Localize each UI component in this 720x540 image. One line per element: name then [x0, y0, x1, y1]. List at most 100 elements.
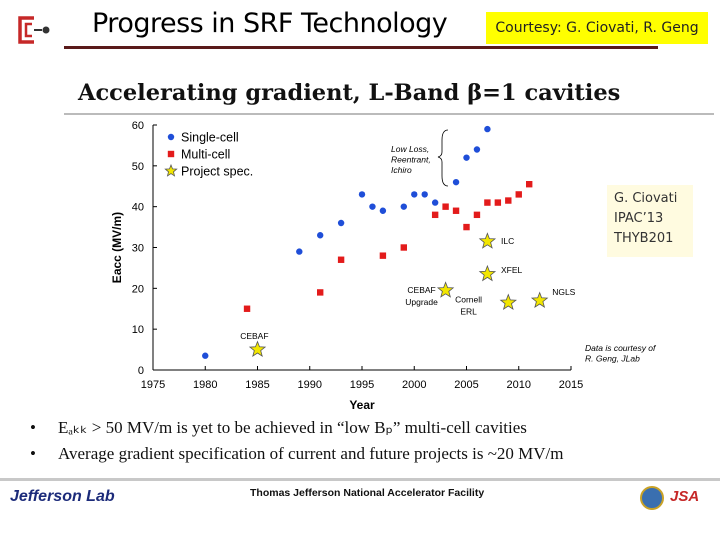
bullet-dot: •: [30, 444, 36, 463]
legend-label: Project spec.: [181, 165, 253, 179]
data-point-star: [436, 281, 455, 298]
point-annotation: Upgrade: [405, 297, 438, 307]
data-point-circle: [421, 191, 428, 198]
jlab-corner-logo: [18, 16, 50, 44]
bracket-note-line: Reentrant,: [391, 155, 431, 165]
point-annotation: ILC: [501, 236, 514, 246]
data-point-circle: [411, 191, 418, 198]
data-point-square: [243, 305, 251, 312]
data-point-star: [499, 293, 517, 311]
y-axis-title: Eacc (MV/m): [110, 212, 124, 283]
data-point-circle: [473, 146, 481, 153]
y-tick-label: 0: [138, 365, 144, 377]
legend-label: Multi-cell: [181, 148, 230, 162]
chart-heading: Accelerating gradient, L-Band β=1 caviti…: [78, 80, 621, 106]
y-tick-label: 50: [132, 161, 144, 173]
data-point-circle: [317, 232, 324, 239]
data-point-square: [515, 191, 522, 198]
chart-heading-divider: [64, 113, 714, 115]
data-point-circle: [358, 191, 366, 198]
data-point-circle: [337, 219, 345, 227]
title-divider: [64, 46, 658, 49]
reference-paper-id: THYB201: [614, 231, 674, 246]
data-point-star: [478, 264, 497, 282]
x-tick-label: 1985: [245, 379, 269, 391]
jsa-logo: JSA: [670, 488, 699, 505]
x-tick-label: 2005: [454, 379, 478, 391]
data-point-square: [484, 199, 491, 206]
legend-marker-star: [164, 163, 178, 177]
x-tick-label: 1995: [350, 379, 374, 391]
data-point-square: [442, 203, 449, 210]
gradient-scatter-chart: 1975 1980 1985 1990 1995 2000 2005 2010 2015 0 10 2…: [110, 120, 657, 412]
y-tick-label: 10: [132, 324, 144, 336]
data-point-square: [400, 244, 407, 251]
data-point-star: [530, 291, 549, 309]
y-tick-label: 20: [132, 283, 144, 295]
reference-author: G. Ciovati: [614, 191, 678, 206]
data-point-square: [452, 207, 460, 214]
data-point-star: [478, 232, 497, 249]
y-tick-label: 60: [132, 120, 144, 132]
doe-seal-icon: [640, 486, 664, 510]
legend-label: Single-cell: [181, 131, 239, 145]
data-point-square: [337, 256, 345, 263]
bracket-shape: [437, 129, 449, 187]
chart-marks: [202, 125, 549, 359]
chart-legend: Single-cell Multi-cell Project spec.: [164, 131, 253, 179]
data-point-square: [431, 211, 439, 219]
data-point-circle: [463, 154, 470, 161]
x-tick-label: 1990: [298, 379, 322, 391]
x-tick-label: 2000: [402, 379, 426, 391]
legend-marker-circle: [167, 133, 175, 141]
data-point-square: [317, 289, 324, 296]
x-tick-label: 1975: [141, 379, 165, 391]
data-point-square: [379, 252, 387, 259]
point-annotation: CEBAF: [240, 331, 268, 341]
data-point-square: [505, 197, 512, 204]
data-point-circle: [484, 125, 491, 133]
slide-title: Progress in SRF Technology: [92, 8, 448, 39]
courtesy-badge: Courtesy: G. Ciovati, R. Geng: [486, 12, 708, 44]
x-axis-title: Year: [349, 398, 375, 412]
reference-box: G. Ciovati IPAC’13 THYB201: [607, 185, 693, 257]
point-annotation: CEBAF: [407, 285, 435, 295]
point-annotation: ERL: [460, 306, 477, 316]
data-point-square: [526, 181, 533, 188]
bullet-item: • Average gradient specification of curre…: [30, 444, 563, 464]
bracket-note-line: Low Loss,: [391, 144, 429, 154]
x-tick-label: 1980: [193, 379, 217, 391]
legend-marker-square: [167, 150, 175, 158]
data-point-star: [248, 340, 267, 358]
x-tick-label: 2015: [559, 379, 583, 391]
facility-name: Thomas Jefferson National Accelerator Fa…: [250, 487, 485, 499]
jefferson-lab-logo: Jefferson Lab: [10, 488, 115, 505]
x-tick-label: 2010: [507, 379, 531, 391]
bullet-text: Eₐₖₖ > 50 MV/m is yet to be achieved in …: [58, 418, 527, 437]
data-point-circle: [296, 248, 303, 255]
y-tick-label: 40: [132, 202, 144, 214]
y-tick-label: 30: [132, 243, 144, 255]
bullet-dot: •: [30, 418, 36, 437]
point-annotation: NGLS: [552, 287, 575, 297]
source-note-line: R. Geng, JLab: [585, 354, 640, 364]
footer-divider: [0, 478, 720, 481]
data-point-square: [494, 199, 502, 206]
bracket-note-line: Ichiro: [391, 165, 412, 175]
data-point-circle: [431, 199, 439, 206]
source-note-line: Data is courtesy of: [585, 343, 657, 353]
data-point-square: [473, 211, 481, 219]
chart-axes: 1975 1980 1985 1990 1995 2000 2005 2010 2015 0 10 2…: [110, 120, 583, 412]
data-point-circle: [369, 203, 376, 210]
point-annotation: XFEL: [501, 265, 523, 275]
data-point-circle: [379, 207, 387, 214]
data-point-circle: [452, 178, 460, 186]
data-point-square: [463, 223, 470, 231]
jsa-logo-text: JSA: [670, 488, 700, 505]
data-point-circle: [202, 352, 209, 359]
bullet-text: Average gradient specification of curren…: [58, 444, 564, 463]
point-annotation: Cornell: [455, 295, 482, 305]
data-point-circle: [400, 203, 407, 210]
bullet-item: • Eₐₖₖ > 50 MV/m is yet to be achieved in…: [30, 418, 527, 438]
